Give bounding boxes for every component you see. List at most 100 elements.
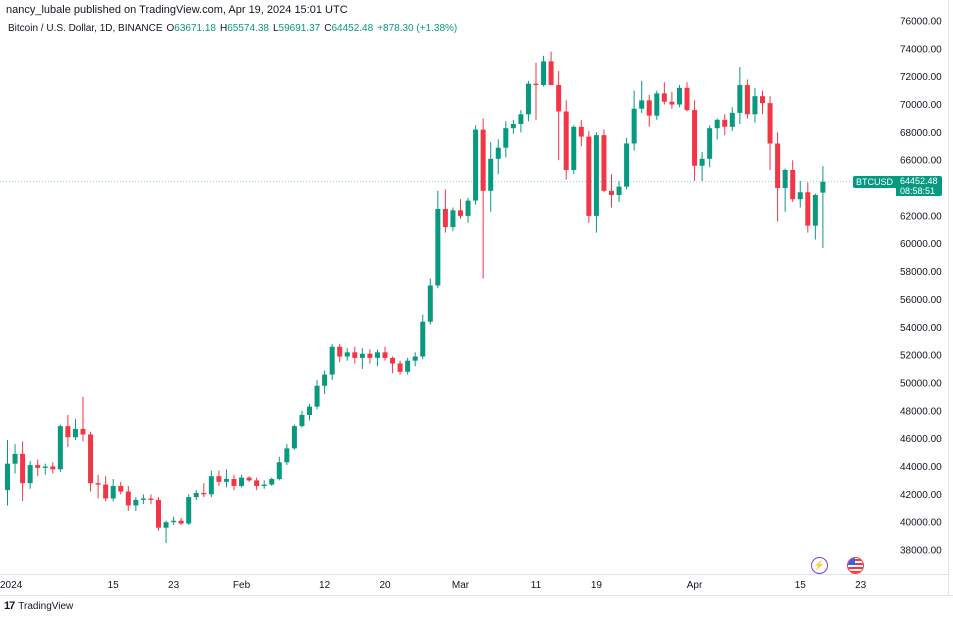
candle-body: [186, 497, 192, 524]
candle-body: [737, 85, 743, 113]
candle-body: [405, 360, 411, 372]
candle-body: [767, 103, 773, 144]
candle-body: [5, 463, 10, 491]
candle-body: [646, 100, 652, 116]
x-tick-label: 23: [855, 580, 867, 591]
candle-body: [223, 479, 229, 482]
candle-body: [103, 484, 109, 499]
x-tick-label: Mar: [452, 580, 470, 591]
candle-body: [805, 192, 811, 226]
footer-brand[interactable]: TradingView: [18, 600, 74, 612]
close-label: C: [324, 23, 332, 34]
candle-body: [156, 499, 161, 528]
candle-body: [684, 87, 690, 111]
candle-body: [556, 85, 562, 112]
candle-body: [525, 83, 531, 115]
low-label: L: [272, 23, 279, 34]
candle-body: [631, 108, 637, 144]
x-tick-label: Feb: [233, 580, 251, 591]
candle-body: [72, 428, 78, 438]
candle-body: [382, 352, 388, 358]
candle-body: [699, 158, 705, 166]
candle-body: [374, 352, 380, 358]
candle-body: [624, 143, 630, 187]
candle-body: [12, 453, 18, 464]
low-value: 59691.37: [278, 23, 321, 34]
y-tick-label: 70000.00: [900, 100, 942, 111]
footer: 17 TradingView: [4, 600, 73, 612]
candle-body: [729, 112, 735, 127]
candle-body: [744, 85, 750, 115]
x-tick-label: 12: [319, 580, 331, 591]
candle-body: [344, 352, 350, 357]
y-tick-label: 58000.00: [900, 267, 942, 278]
y-tick-label: 54000.00: [900, 323, 942, 334]
candle-body: [269, 479, 275, 485]
price-tag-symbol: BTCUSD: [853, 176, 897, 188]
high-value: 65574.38: [227, 23, 269, 34]
us-flag-icon[interactable]: [847, 557, 864, 574]
publisher-line: nancy_lubale published on TradingView.co…: [6, 4, 348, 16]
candle-body: [178, 520, 184, 524]
change-value: +878.30 (+1.38%): [377, 23, 458, 34]
candle-body: [307, 406, 312, 415]
candle-body: [722, 119, 728, 127]
candle-body: [193, 492, 199, 498]
x-tick-label: 15: [108, 580, 120, 591]
candle-body: [473, 129, 479, 201]
candle-body: [427, 285, 433, 322]
candle-body: [246, 477, 252, 481]
candle-body: [563, 111, 569, 170]
candle-body: [359, 353, 365, 358]
y-tick-label: 60000.00: [900, 239, 942, 250]
candle-body: [397, 363, 403, 372]
candle-body: [797, 192, 803, 200]
candle-body: [752, 96, 758, 115]
open-label: O: [166, 23, 175, 34]
time-axis-border: [0, 574, 948, 575]
y-tick-label: 44000.00: [900, 462, 942, 473]
x-tick-label: 2024: [0, 580, 23, 591]
y-tick-label: 56000.00: [900, 295, 942, 306]
candle-body: [654, 93, 660, 116]
candle-body: [510, 124, 516, 129]
candle-body: [276, 462, 282, 480]
candle-body: [231, 479, 237, 486]
chart-legend: Bitcoin / U.S. Dollar, 1D, BINANCE O6367…: [8, 23, 457, 34]
candle-body: [586, 136, 592, 216]
candle-body: [299, 414, 305, 427]
candle-body: [95, 483, 101, 485]
candle-body: [790, 169, 796, 200]
candle-body: [541, 61, 547, 86]
candle-body: [775, 143, 781, 189]
y-tick-label: 76000.00: [900, 17, 942, 28]
footer-divider: [0, 595, 953, 596]
candle-body: [495, 147, 501, 159]
y-tick-label: 50000.00: [900, 378, 942, 389]
price-tag-price: 64452.48: [900, 176, 938, 186]
candle-body: [337, 346, 343, 357]
candle-body: [291, 426, 297, 449]
candle-body: [669, 101, 675, 105]
x-tick-label: 15: [795, 580, 807, 591]
lightning-icon[interactable]: ⚡: [811, 557, 828, 574]
y-tick-label: 46000.00: [900, 434, 942, 445]
symbol-description: Bitcoin / U.S. Dollar, 1D, BINANCE: [8, 23, 163, 34]
y-tick-label: 74000.00: [900, 44, 942, 55]
candle-body: [80, 428, 86, 435]
candle-body: [609, 190, 614, 196]
candle-body: [118, 485, 124, 492]
open-value: 63671.18: [174, 23, 216, 34]
y-tick-label: 42000.00: [900, 490, 942, 501]
y-tick-label: 66000.00: [900, 156, 942, 167]
candle-body: [450, 210, 456, 228]
x-tick-label: 23: [168, 580, 180, 591]
candle-body: [65, 426, 71, 438]
candle-body: [125, 491, 131, 506]
price-tag-values: 64452.48 08:58:51: [896, 176, 942, 196]
x-tick-label: 11: [531, 580, 542, 591]
candle-body: [20, 453, 26, 484]
candle-body: [314, 385, 320, 407]
candle-body: [435, 208, 441, 286]
